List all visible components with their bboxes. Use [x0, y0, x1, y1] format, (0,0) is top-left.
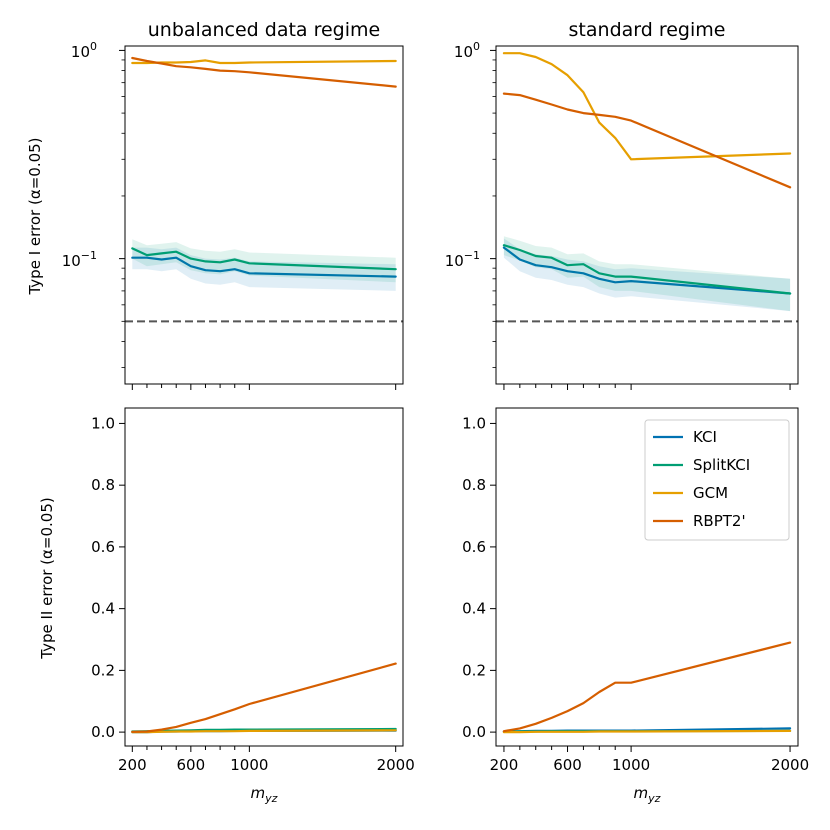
series-line-kci: [502, 246, 792, 295]
panel-top-right: standard regime 100 10−1: [445, 19, 799, 390]
series-line-splitkci: [131, 247, 397, 271]
confidence-band-splitkci: [503, 236, 791, 312]
axes-frame: [495, 407, 799, 747]
y-tick-label: 0.0: [91, 723, 115, 741]
plot-area: [119, 49, 403, 390]
y-tick-label: 0.4: [462, 600, 486, 618]
series-line-gcm: [131, 729, 397, 734]
legend-box: [644, 419, 790, 541]
series-line-rbpt2: [502, 92, 792, 189]
y-tick-label: 0.6: [91, 538, 115, 556]
x-tick-label: 2000: [771, 756, 809, 774]
y-tick-label: 0.8: [91, 476, 115, 494]
y-tick-label: 10−1: [445, 249, 480, 270]
confidence-band-kci: [132, 247, 396, 291]
x-tick-label: 1000: [612, 756, 650, 774]
x-tick-label: 600: [177, 756, 206, 774]
y-tick-label: 100: [454, 40, 480, 61]
x-tick-label: 600: [553, 756, 582, 774]
y-axis-label: Type II error (α=0.05): [38, 497, 56, 659]
panel-top-left: unbalanced data regime Type I error (α=0…: [26, 19, 404, 390]
series-line-kci: [131, 256, 397, 278]
x-tick-label: 200: [118, 756, 147, 774]
panel-title: standard regime: [569, 19, 726, 41]
y-tick-label: 0.2: [91, 661, 115, 679]
legend-label-rbpt2: RBPT2': [693, 512, 746, 530]
plot-area: [490, 49, 798, 390]
y-tick-label: 1.0: [462, 414, 486, 432]
series-line-rbpt2: [502, 641, 792, 733]
x-tick-label: 200: [490, 756, 519, 774]
series-line-splitkci: [502, 244, 792, 295]
legend-label-splitkci: SplitKCI: [693, 456, 750, 474]
plot-area: 200 600 1000 2000 0.0 0.2 0.4 0.6 0.8 1.0: [462, 414, 809, 774]
series-line-gcm: [502, 729, 792, 734]
y-tick-label: 0.2: [462, 661, 486, 679]
y-tick-label: 10−1: [62, 249, 97, 270]
plot-area: 200 600 1000 2000 0.0 0.2 0.4 0.6 0.8 1.0: [91, 414, 415, 774]
axes-frame: [124, 45, 404, 385]
legend: KCI SplitKCI GCM RBPT2': [644, 419, 790, 541]
confidence-band-splitkci: [132, 239, 396, 283]
confidence-band-kci: [503, 238, 791, 312]
x-axis-label: myz: [251, 784, 278, 805]
x-tick-label: 2000: [377, 756, 415, 774]
y-tick-label: 100: [71, 40, 97, 61]
series-line-rbpt2: [131, 662, 397, 733]
series-line-gcm: [131, 59, 397, 65]
legend-label-gcm: GCM: [693, 484, 728, 502]
x-tick-label: 1000: [230, 756, 268, 774]
y-tick-label: 0.0: [462, 723, 486, 741]
panel-bottom-left: Type II error (α=0.05) 200 600 1000 2000 0.0…: [38, 407, 415, 805]
x-axis-label: myz: [634, 784, 661, 805]
series-line-gcm: [502, 52, 792, 161]
panel-bottom-right: 200 600 1000 2000 0.0 0.2 0.4 0.6 0.8 1.0 myz KCI…: [462, 407, 809, 805]
panel-title: unbalanced data regime: [148, 19, 380, 41]
y-tick-label: 0.4: [91, 600, 115, 618]
y-tick-label: 1.0: [91, 414, 115, 432]
y-tick-label: 0.8: [462, 476, 486, 494]
axes-frame: [124, 407, 404, 747]
series-line-rbpt2: [131, 56, 397, 88]
y-axis-label: Type I error (α=0.05): [26, 137, 44, 295]
legend-label-kci: KCI: [693, 428, 717, 446]
axes-frame: [495, 45, 799, 385]
y-tick-label: 0.6: [462, 538, 486, 556]
